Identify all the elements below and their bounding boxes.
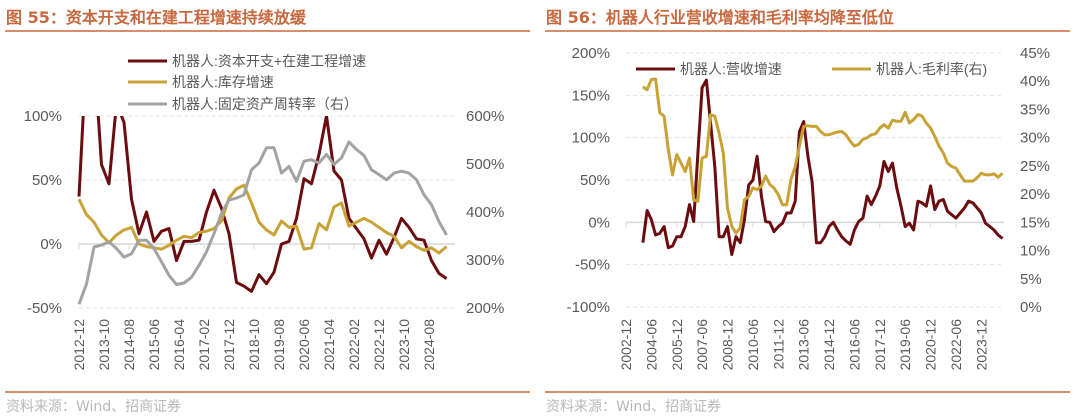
y-right-tick-label: 25% bbox=[1020, 158, 1050, 175]
x-tick-label: 2015-06 bbox=[146, 319, 162, 371]
source-note: 资料来源：Wind、招商证券 bbox=[546, 399, 722, 415]
y-right-tick-label: 5% bbox=[1020, 271, 1042, 288]
series-line-1 bbox=[77, 116, 448, 293]
x-tick-label: 2022-12 bbox=[371, 319, 387, 371]
x-tick-label: 2022-02 bbox=[346, 319, 362, 371]
y-right-tick-label: 35% bbox=[1020, 101, 1050, 118]
y-right-tick-label: 40% bbox=[1020, 73, 1050, 90]
y-left-tick-label: 50% bbox=[580, 172, 610, 189]
y-left-tick-label: 50% bbox=[32, 172, 62, 189]
y-left-tick-label: -50% bbox=[575, 257, 610, 274]
x-tick-label: 2020-12 bbox=[923, 319, 939, 371]
y-right-tick-label: 45% bbox=[1020, 45, 1050, 62]
x-tick-label: 2023-12 bbox=[973, 319, 989, 371]
x-tick-label: 2004-06 bbox=[643, 319, 659, 371]
legend-label: 机器人:库存增速 bbox=[172, 74, 274, 90]
y-left-tick-label: 100% bbox=[24, 108, 62, 125]
x-tick-label: 2013-06 bbox=[796, 319, 812, 371]
y-right-tick-label: 300% bbox=[466, 252, 504, 269]
series-line-3 bbox=[77, 140, 448, 305]
x-tick-label: 2017-12 bbox=[221, 319, 237, 371]
chart-panel-55: 图 55：资本开支和在建工程增速持续放缓 资料来源：Wind、招商证券 bbox=[0, 0, 530, 418]
x-tick-label: 2017-12 bbox=[872, 319, 888, 371]
x-tick-label: 2016-06 bbox=[846, 319, 862, 371]
legend-label: 机器人:固定资产周转率（右） bbox=[172, 96, 358, 112]
x-tick-label: 2023-10 bbox=[396, 319, 412, 371]
x-tick-label: 2005-12 bbox=[669, 319, 685, 371]
footer-divider bbox=[5, 391, 530, 393]
footer-divider bbox=[545, 391, 1070, 393]
y-left-tick-label: 0% bbox=[588, 214, 610, 231]
chart-panel-56: 图 56：机器人行业营收增速和毛利率均降至低位 资料来源：Wind、招商证券 bbox=[540, 0, 1070, 418]
x-tick-label: 2014-08 bbox=[121, 319, 137, 371]
legend-label: 机器人:毛利率(右) bbox=[876, 61, 987, 77]
x-tick-label: 2007-06 bbox=[694, 319, 710, 371]
y-left-tick-label: 100% bbox=[572, 130, 610, 147]
series-line-2 bbox=[77, 183, 448, 255]
x-tick-label: 2010-06 bbox=[745, 319, 761, 371]
x-tick-label: 2019-08 bbox=[271, 319, 287, 371]
chart-title: 图 56：机器人行业营收增速和毛利率均降至低位 bbox=[546, 8, 894, 27]
y-right-tick-label: 500% bbox=[466, 156, 504, 173]
chart-title: 图 55：资本开支和在建工程增速持续放缓 bbox=[6, 8, 306, 27]
y-right-tick-label: 10% bbox=[1020, 243, 1050, 260]
y-right-tick-label: 15% bbox=[1020, 214, 1050, 231]
y-right-tick-label: 20% bbox=[1020, 186, 1050, 203]
y-right-tick-label: 200% bbox=[466, 300, 504, 317]
y-left-tick-label: 200% bbox=[572, 45, 610, 62]
x-tick-label: 2021-04 bbox=[321, 319, 337, 371]
y-left-tick-label: 150% bbox=[572, 87, 610, 104]
y-right-tick-label: 0% bbox=[1020, 299, 1042, 316]
x-tick-label: 2018-10 bbox=[246, 319, 262, 371]
x-tick-label: 2017-02 bbox=[196, 319, 212, 371]
x-tick-label: 2008-12 bbox=[720, 319, 736, 371]
x-tick-label: 2014-12 bbox=[821, 319, 837, 371]
source-note: 资料来源：Wind、招商证券 bbox=[6, 399, 182, 415]
x-tick-label: 2019-06 bbox=[897, 319, 913, 371]
legend-label: 机器人:营收增速 bbox=[680, 61, 782, 77]
title-divider bbox=[545, 30, 1070, 32]
series-line-1 bbox=[641, 78, 1004, 256]
x-tick-label: 2002-12 bbox=[618, 319, 634, 371]
series-line-2 bbox=[642, 77, 1004, 235]
x-tick-label: 2024-08 bbox=[421, 319, 437, 371]
y-right-tick-label: 600% bbox=[466, 108, 504, 125]
y-left-tick-label: -50% bbox=[27, 300, 62, 317]
x-tick-label: 2012-12 bbox=[71, 319, 87, 371]
x-tick-label: 2016-04 bbox=[171, 319, 187, 371]
title-divider bbox=[5, 30, 530, 32]
y-right-tick-label: 400% bbox=[466, 204, 504, 221]
y-left-tick-label: -100% bbox=[567, 299, 610, 316]
legend-label: 机器人:资本开支+在建工程增速 bbox=[172, 53, 366, 69]
x-tick-label: 2011-12 bbox=[770, 319, 786, 370]
x-tick-label: 2020-06 bbox=[296, 319, 312, 371]
x-tick-label: 2022-06 bbox=[948, 319, 964, 371]
x-tick-label: 2013-10 bbox=[96, 319, 112, 371]
y-left-tick-label: 0% bbox=[40, 236, 62, 253]
y-right-tick-label: 30% bbox=[1020, 130, 1050, 147]
